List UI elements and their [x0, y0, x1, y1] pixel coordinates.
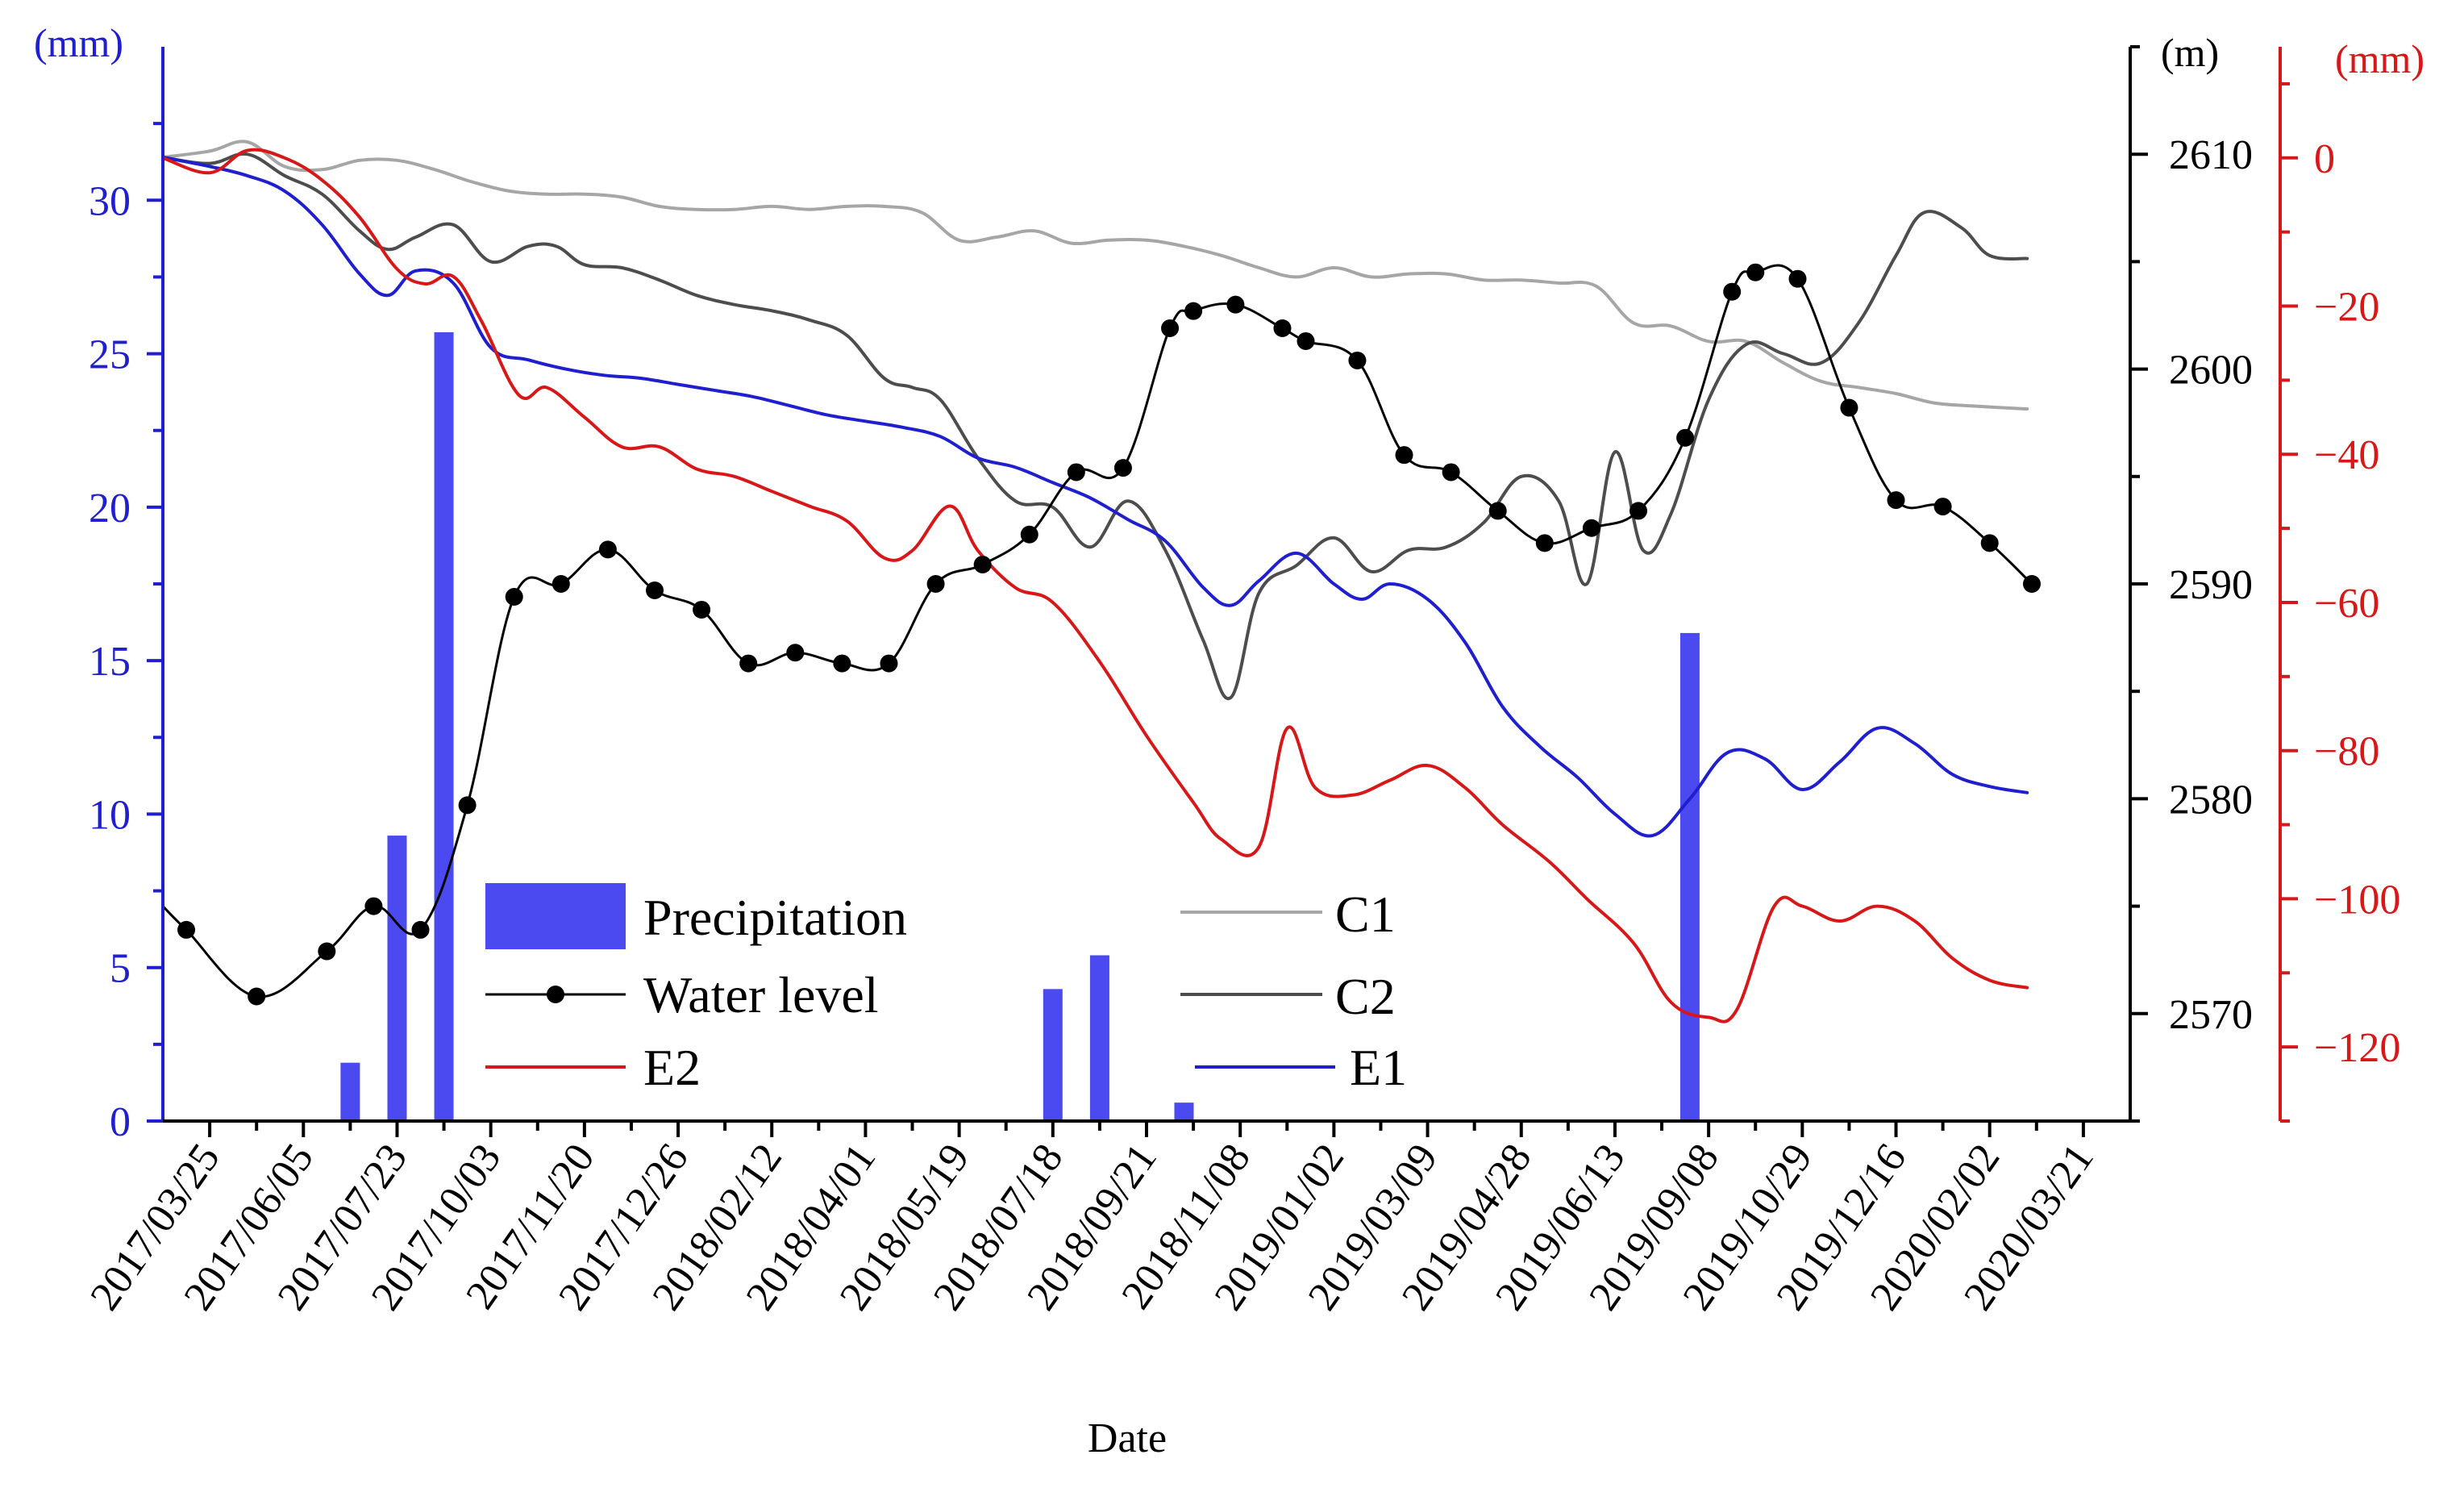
water-level-marker — [458, 796, 477, 815]
precipitation-bar — [434, 331, 454, 1122]
series-line-e1 — [161, 156, 2029, 838]
series-line-e2 — [161, 148, 2029, 1023]
water-level-marker — [786, 644, 805, 662]
right2-axis-tick-label: −100 — [2314, 877, 2400, 923]
legend-swatch-water-level-marker — [547, 986, 564, 1003]
right1-axis-tick-label: 2600 — [2169, 348, 2253, 394]
water-level-marker — [1395, 446, 1413, 465]
water-level-marker — [411, 920, 430, 939]
water-level-marker — [177, 920, 196, 939]
precipitation-bar — [1174, 1102, 1194, 1121]
right1-axis-tick-label: 2590 — [2169, 562, 2253, 608]
right2-axis-tick-label: 0 — [2314, 136, 2335, 182]
legend-label-c2: C2 — [1335, 968, 1396, 1025]
right1-axis-tick-label: 2580 — [2169, 777, 2253, 823]
left-axis-tick-label: 5 — [110, 946, 131, 992]
right2-axis-tick-label: −120 — [2314, 1025, 2400, 1071]
right2-axis-unit: (mm) — [2335, 36, 2424, 81]
water-level-marker — [973, 556, 992, 574]
series-lines — [161, 140, 2041, 1023]
water-level-marker — [1020, 525, 1038, 544]
water-level-marker — [598, 540, 617, 559]
right2-axis-tick-label: −20 — [2314, 285, 2379, 331]
left-axis-tick-label: 25 — [89, 332, 131, 378]
legend-label-precipitation: Precipitation — [643, 889, 907, 946]
water-level-marker — [1161, 319, 1180, 337]
precipitation-bar — [1043, 989, 1063, 1121]
water-level-marker — [739, 654, 758, 673]
water-level-marker — [1629, 502, 1647, 520]
water-level-marker — [1297, 331, 1315, 350]
water-level-marker — [1723, 282, 1742, 301]
legend: Precipitation Water level E2 C1 C2 E1 — [485, 883, 1407, 1096]
right2-axis-tick-label: −80 — [2314, 729, 2379, 775]
x-axis-title: Date — [1088, 1415, 1167, 1461]
water-level-marker — [1442, 463, 1460, 481]
water-level-marker — [880, 654, 898, 673]
left-axis-unit: (mm) — [34, 20, 123, 65]
water-level-marker — [1226, 295, 1245, 314]
water-level-marker — [364, 897, 383, 915]
water-level-marker — [1933, 498, 1952, 516]
water-level-marker — [926, 575, 945, 593]
legend-label-c1: C1 — [1335, 886, 1396, 943]
legend-label-e1: E1 — [1350, 1039, 1407, 1096]
water-level-marker — [1273, 319, 1292, 337]
water-level-marker — [1788, 269, 1807, 288]
water-level-marker — [1746, 263, 1765, 281]
legend-label-water-level: Water level — [643, 966, 879, 1023]
water-level-marker — [1887, 491, 1905, 510]
water-level-marker — [1348, 351, 1367, 369]
left-axis-tick-label: 10 — [89, 792, 131, 838]
water-level-marker — [505, 587, 523, 606]
precipitation-bar — [340, 1062, 360, 1121]
water-level-marker — [1113, 459, 1132, 477]
water-level-marker — [1067, 463, 1085, 481]
right2-axis-tick-label: −60 — [2314, 581, 2379, 627]
left-axis-tick-label: 15 — [89, 639, 131, 685]
water-level-marker — [1488, 502, 1507, 520]
right2-axis-tick-label: −40 — [2314, 432, 2379, 478]
water-level-marker — [248, 987, 266, 1006]
precipitation-bar — [387, 836, 407, 1121]
precipitation-bar — [1089, 955, 1109, 1121]
right1-axis-tick-label: 2610 — [2169, 132, 2253, 178]
axes: 0 5 10 15 20 25 30 2570 2580 2590 2600 2610 −120 −100… — [81, 45, 2400, 1319]
water-level-marker — [1184, 302, 1203, 320]
legend-swatch-precipitation — [485, 883, 626, 949]
left-axis-tick-label: 20 — [89, 486, 131, 531]
right1-axis-unit: (m) — [2161, 30, 2219, 75]
water-level-marker — [318, 942, 336, 961]
left-axis-tick-label: 0 — [110, 1099, 131, 1145]
series-line-c2 — [161, 152, 2029, 701]
right1-axis-tick-label: 2570 — [2169, 992, 2253, 1038]
water-level-marker — [1840, 398, 1858, 417]
precipitation-bars — [340, 331, 1700, 1122]
water-level-marker — [1535, 534, 1554, 552]
precipitation-bar — [1679, 632, 1700, 1121]
legend-label-e2: E2 — [643, 1039, 701, 1096]
water-level-marker — [693, 600, 711, 619]
water-level-marker — [2023, 575, 2041, 593]
water-level-marker — [1582, 519, 1600, 537]
water-level-marker — [646, 581, 664, 599]
left-axis-tick-label: 30 — [89, 178, 131, 224]
water-level-marker — [833, 654, 851, 673]
series-line-c1 — [161, 140, 2029, 411]
water-level-marker — [1980, 534, 1999, 552]
water-level-marker — [551, 575, 570, 593]
water-level-marker — [1676, 428, 1695, 447]
